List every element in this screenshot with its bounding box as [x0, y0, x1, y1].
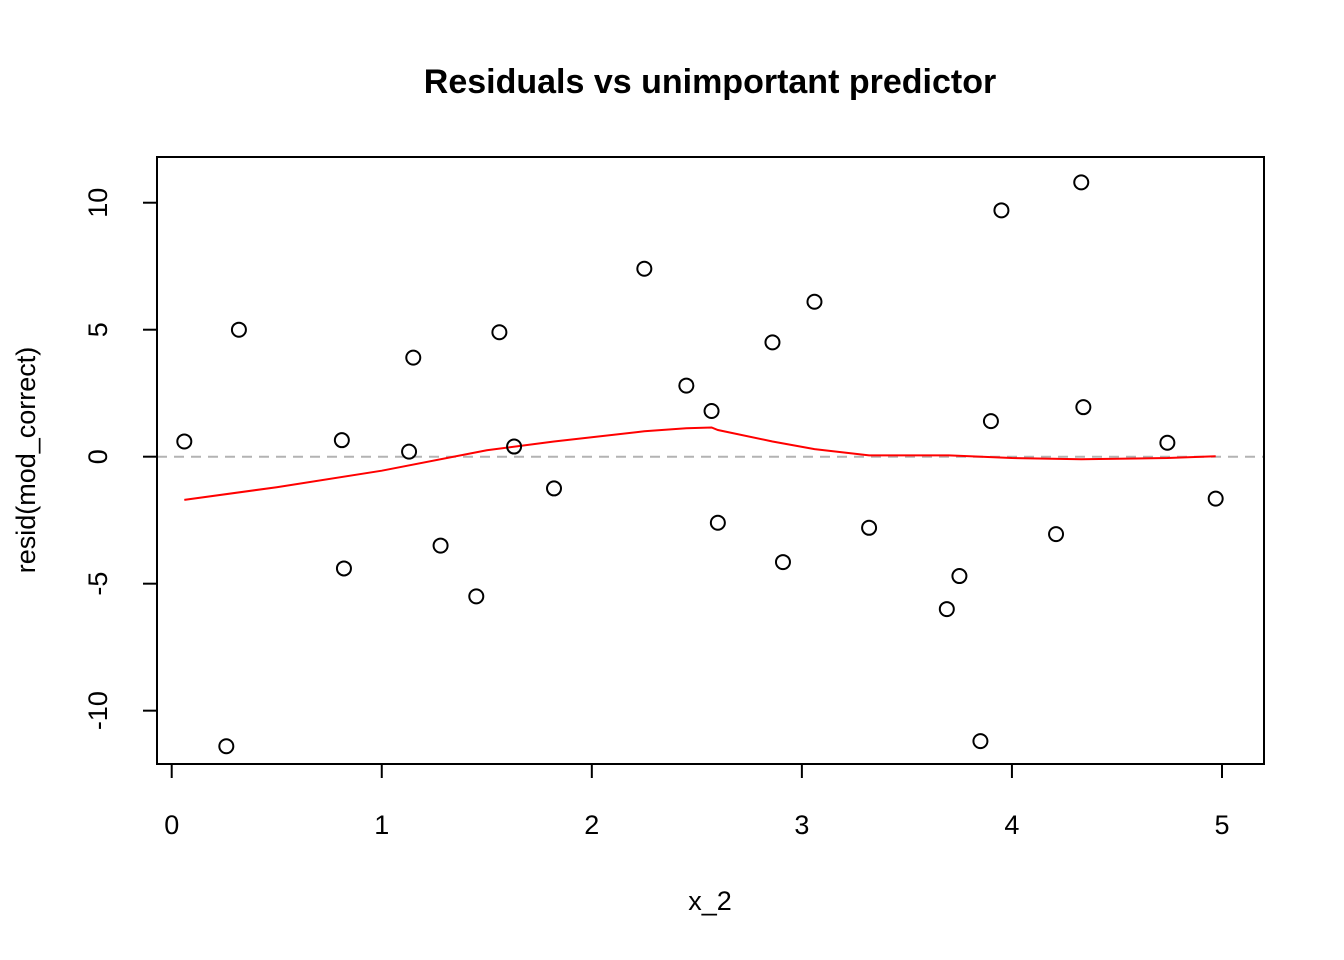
- data-point: [806, 293, 823, 310]
- data-point: [176, 433, 193, 450]
- data-point: [468, 588, 485, 605]
- data-point: [703, 402, 720, 419]
- x-tick-label: 4: [1004, 810, 1019, 840]
- data-point: [993, 202, 1010, 219]
- data-point: [1048, 526, 1065, 543]
- y-tick-label: 0: [83, 449, 113, 464]
- y-axis-label: resid(mod_correct): [11, 347, 41, 574]
- data-point: [1073, 174, 1090, 191]
- x-axis-label: x_2: [688, 886, 732, 916]
- y-tick-label: 5: [83, 322, 113, 337]
- y-tick-label: -5: [83, 572, 113, 596]
- data-point: [401, 443, 418, 460]
- data-point: [1159, 434, 1176, 451]
- data-point: [861, 519, 878, 536]
- x-axis: 0 1 2 3 4 5: [164, 763, 1230, 840]
- data-point: [982, 413, 999, 430]
- data-point: [506, 438, 523, 455]
- x-tick-label: 3: [794, 810, 809, 840]
- data-point: [230, 321, 247, 338]
- data-point: [546, 480, 563, 497]
- x-tick-label: 1: [374, 810, 389, 840]
- data-point: [951, 568, 968, 585]
- data-point: [636, 260, 653, 277]
- data-point: [405, 349, 422, 366]
- smooth-trend-line: [184, 426, 1216, 501]
- data-point: [218, 738, 235, 755]
- data-point: [774, 554, 791, 571]
- data-point: [333, 432, 350, 449]
- data-point: [709, 514, 726, 531]
- y-axis: -10 -5 0 5 10: [83, 188, 158, 730]
- data-point: [1207, 490, 1224, 507]
- data-point: [938, 601, 955, 618]
- y-tick-label: 10: [83, 188, 113, 218]
- x-tick-label: 2: [584, 810, 599, 840]
- data-point: [432, 537, 449, 554]
- x-tick-label: 0: [164, 810, 179, 840]
- plot-box: [156, 156, 1265, 765]
- data-point: [678, 377, 695, 394]
- chart-title: Residuals vs unimportant predictor: [424, 63, 996, 101]
- data-point: [335, 560, 352, 577]
- points-layer: [176, 174, 1224, 755]
- y-tick-label: -10: [83, 691, 113, 730]
- x-tick-label: 5: [1214, 810, 1229, 840]
- data-point: [1075, 399, 1092, 416]
- data-point: [972, 733, 989, 750]
- data-point: [491, 324, 508, 341]
- data-point: [764, 334, 781, 351]
